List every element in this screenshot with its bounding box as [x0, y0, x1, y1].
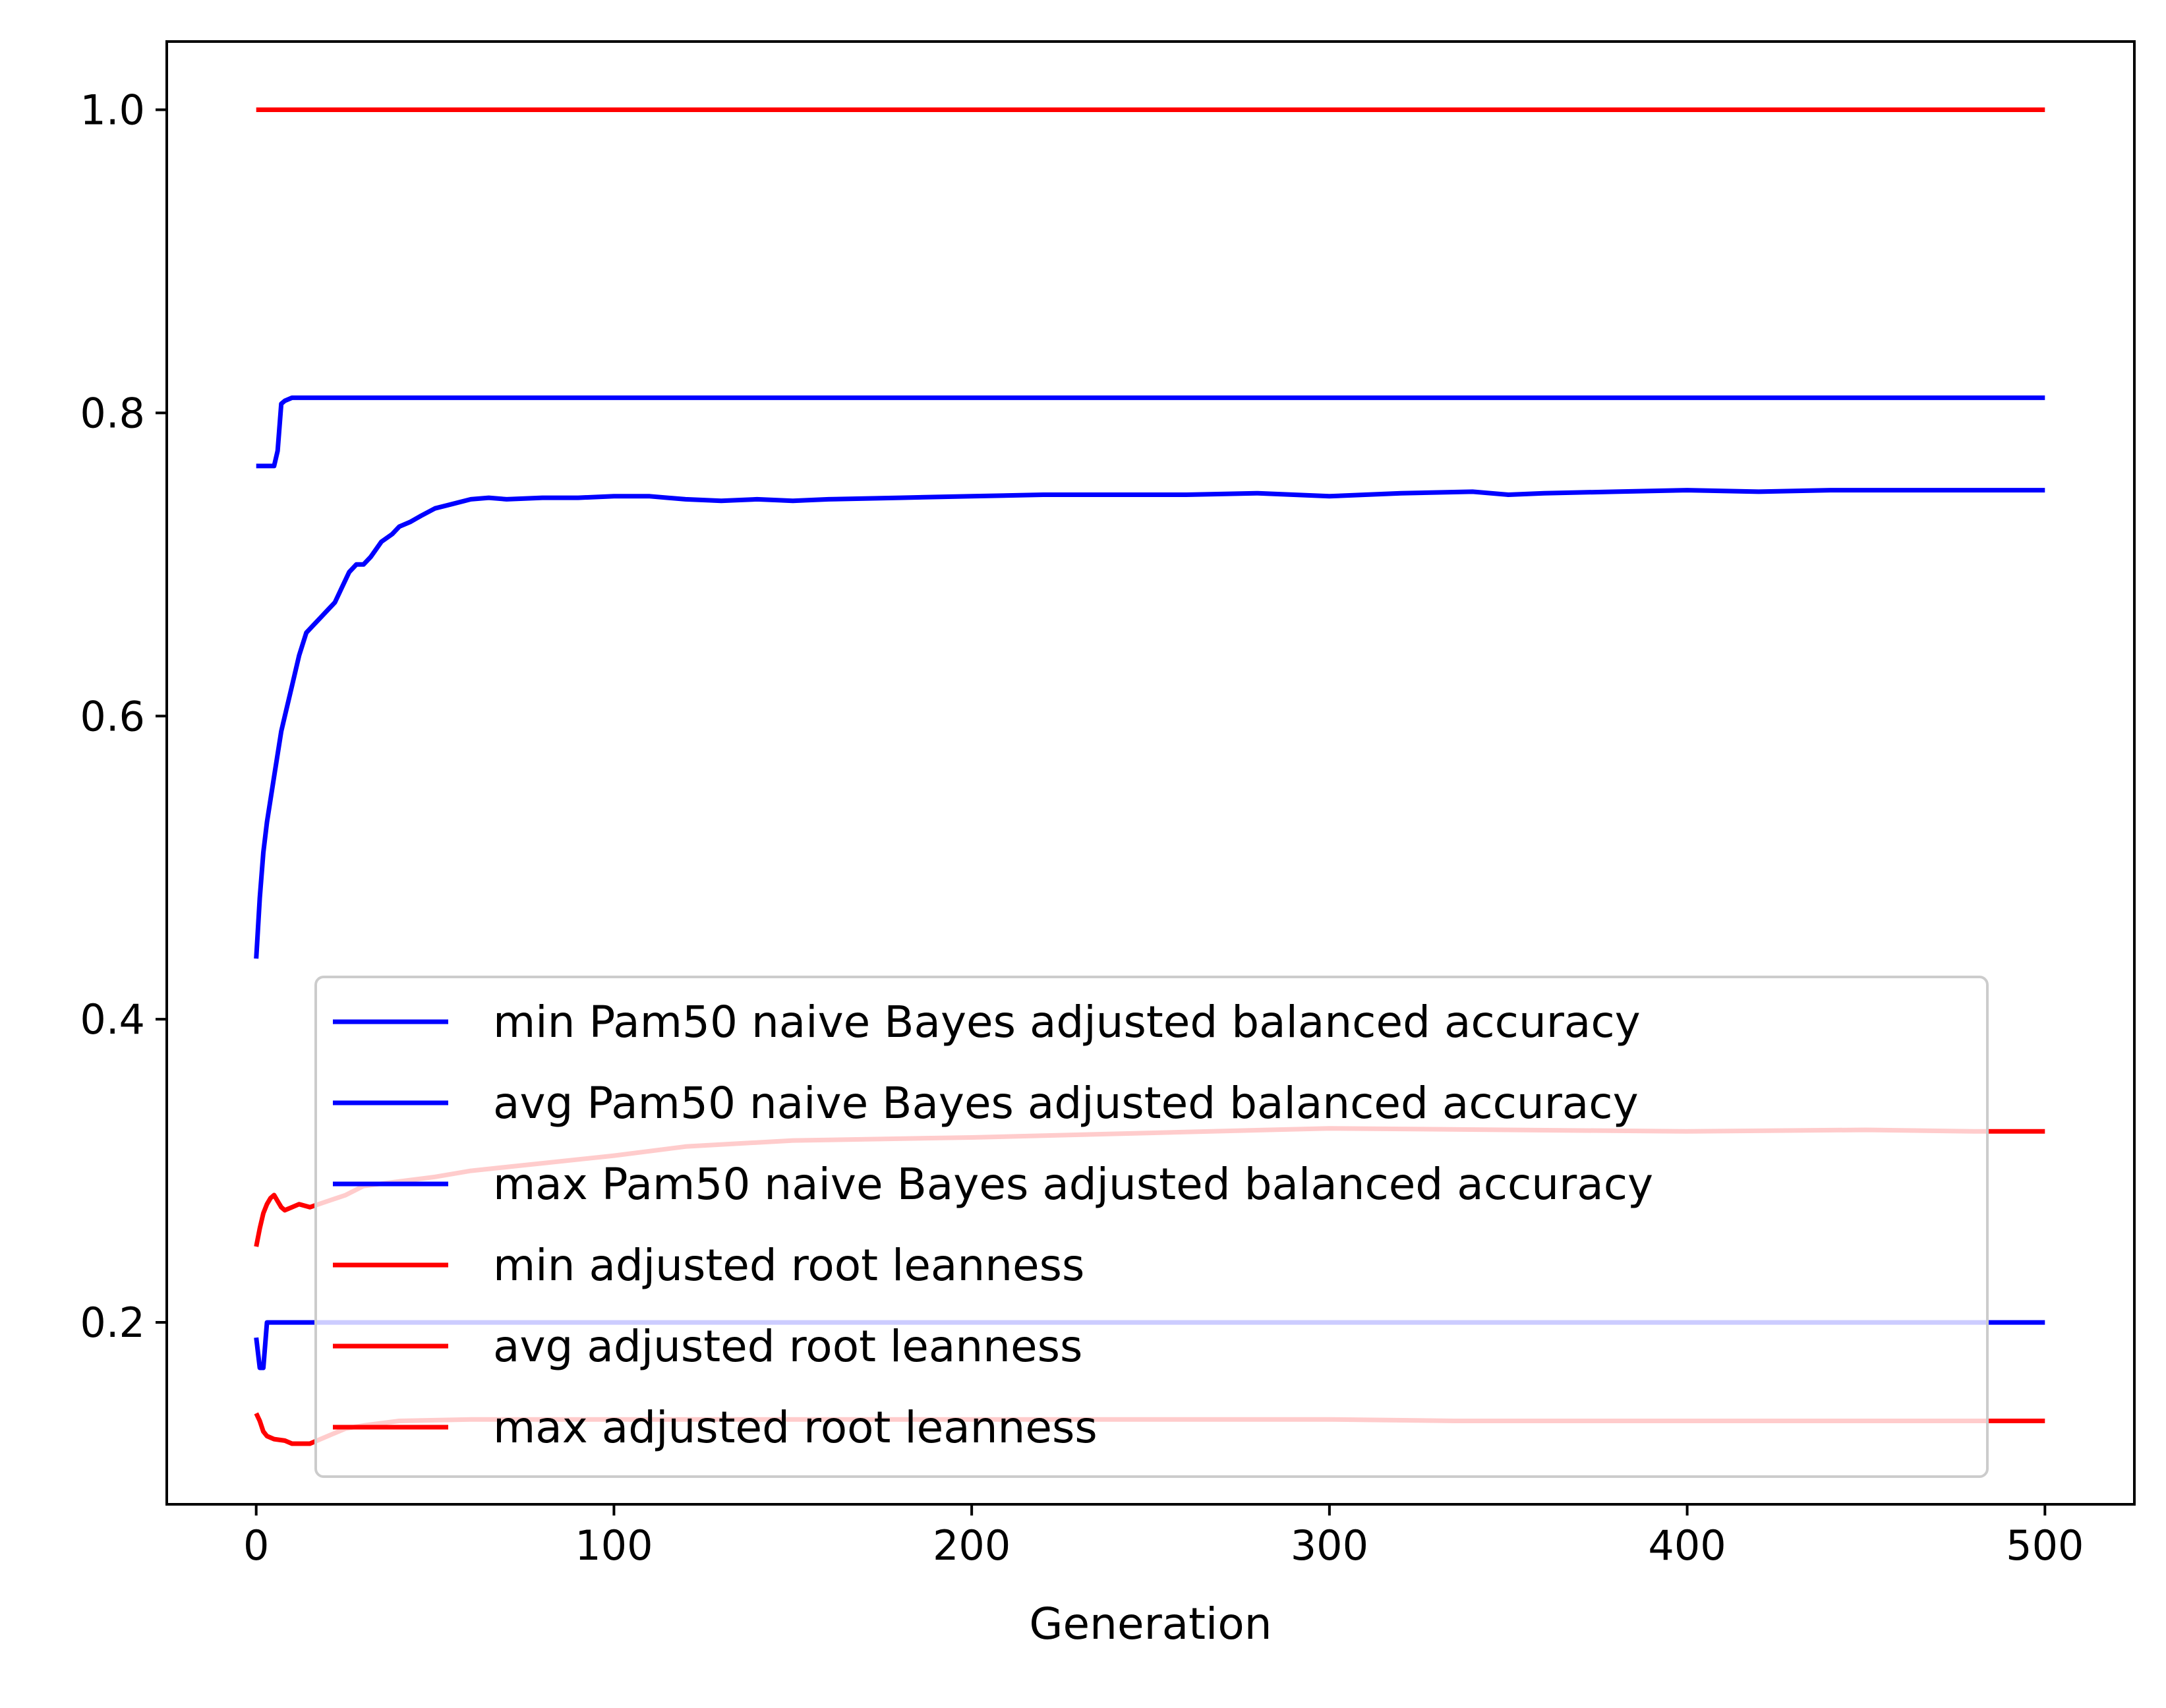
legend-label: min adjusted root leanness — [493, 1240, 1084, 1291]
x-tick-label: 400 — [1648, 1521, 1726, 1570]
y-tick-label: 1.0 — [80, 86, 145, 134]
series-line-3 — [256, 395, 2045, 469]
series-line-2 — [254, 488, 2045, 959]
plot-frame — [165, 40, 2136, 1506]
legend-label: max Pam50 naive Bayes adjusted balanced … — [493, 1159, 1653, 1210]
legend-label: min Pam50 naive Bayes adjusted balanced … — [493, 997, 1641, 1047]
x-axis-label: Generation — [1029, 1599, 1272, 1649]
x-tick-label: 0 — [243, 1521, 269, 1570]
y-tick-label: 0.6 — [80, 692, 145, 740]
x-tick-label: 200 — [933, 1521, 1010, 1570]
x-tick-label: 300 — [1291, 1521, 1368, 1570]
legend-label: avg adjusted root leanness — [493, 1321, 1082, 1372]
legend: min Pam50 naive Bayes adjusted balanced … — [314, 976, 1989, 1478]
y-tick-label: 0.2 — [80, 1299, 145, 1347]
y-tick-label: 0.8 — [80, 389, 145, 437]
x-tick-label: 500 — [2006, 1521, 2084, 1570]
legend-box — [314, 976, 1989, 1478]
axis-ticks: 0 100 200 300 400 500 0.2 0.4 0.6 0.8 1.0 — [80, 86, 2084, 1570]
legend-label: avg Pam50 naive Bayes adjusted balanced … — [493, 1078, 1639, 1129]
y-tick-label: 0.4 — [80, 995, 145, 1044]
legend-label: max adjusted root leanness — [493, 1402, 1098, 1453]
x-tick-label: 100 — [575, 1521, 653, 1570]
